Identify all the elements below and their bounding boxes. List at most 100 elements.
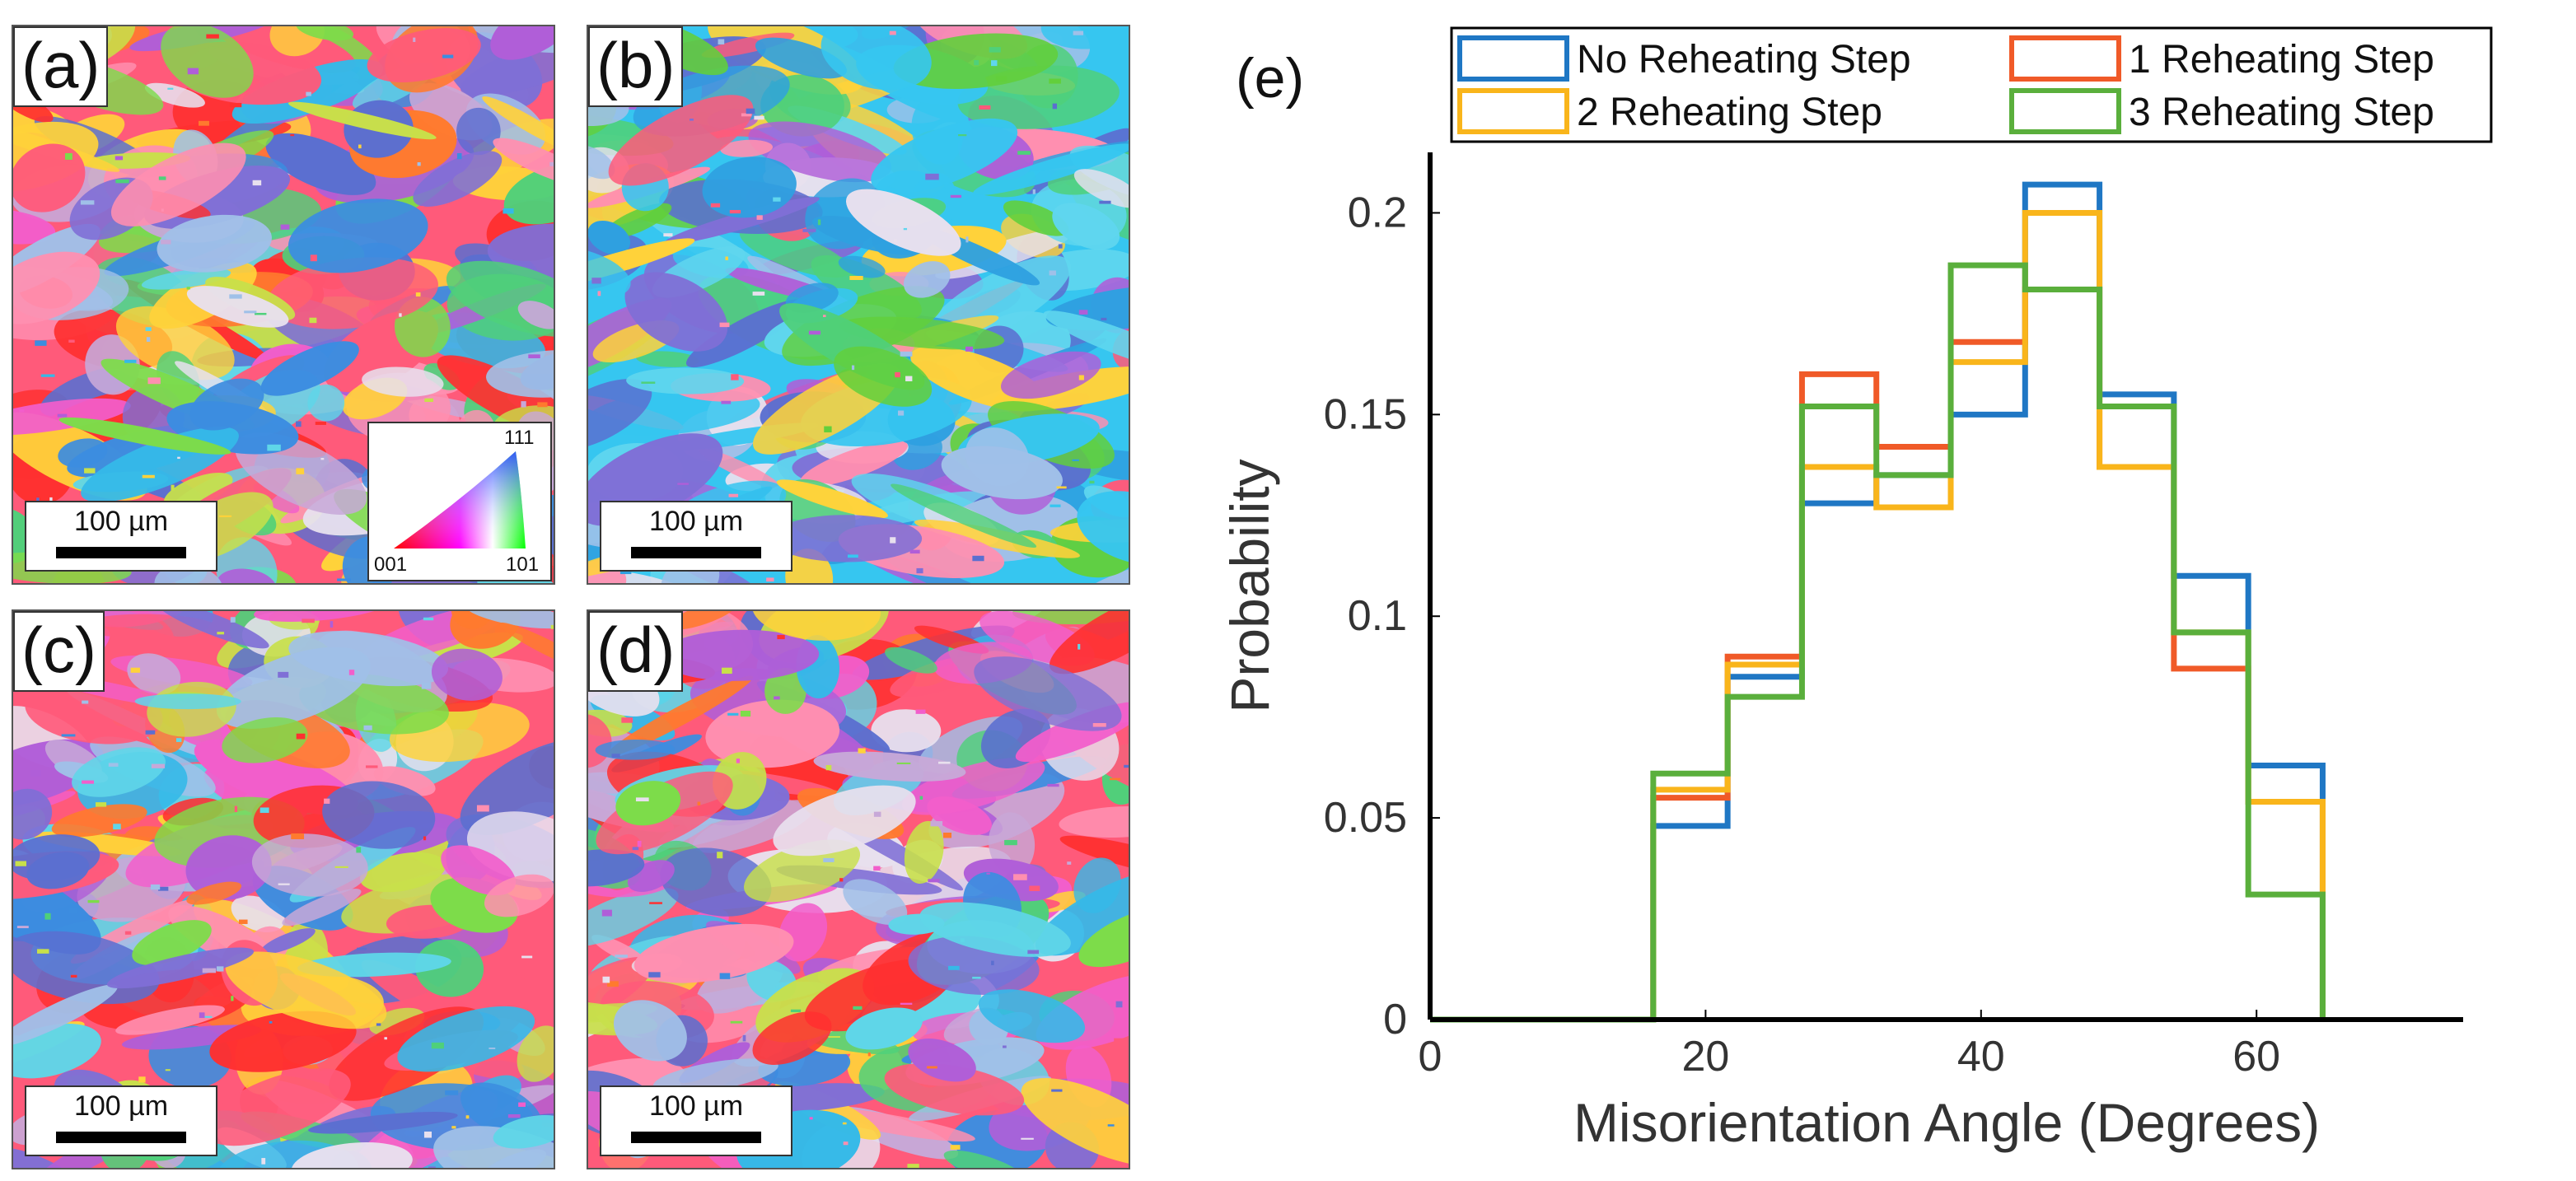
- grain-speck: [741, 113, 752, 117]
- grain: [903, 261, 951, 298]
- grain: [482, 96, 554, 153]
- grain-speck: [742, 1034, 746, 1042]
- grain-speck: [719, 973, 731, 979]
- grain-speck: [549, 161, 554, 166]
- grain-speck: [281, 562, 287, 569]
- grain-speck: [1110, 777, 1121, 781]
- grain-speck: [1013, 874, 1027, 880]
- grain-speck: [348, 670, 355, 675]
- grain-speck: [842, 1122, 847, 1125]
- grain-speck: [521, 955, 533, 959]
- grain: [624, 272, 728, 352]
- grain-speck: [84, 468, 96, 474]
- grain-speck: [296, 733, 306, 740]
- grain-speck: [68, 908, 78, 913]
- histogram-chart: (e) 0 0.05 0.1 0.15 0.2 0 20 40 60 Misorientation …: [1219, 26, 2493, 1153]
- histogram-series-2: [1430, 287, 2326, 1023]
- grain-speck: [927, 1066, 937, 1069]
- grain-speck: [597, 291, 601, 296]
- legend-label-1: No Reheating Step: [1577, 38, 1911, 82]
- grain: [154, 564, 223, 583]
- grain-speck: [986, 872, 990, 875]
- scale-bar: 100 µm: [25, 1085, 217, 1156]
- grain-speck: [528, 354, 540, 359]
- grain: [503, 163, 554, 225]
- grain-speck: [518, 1102, 526, 1107]
- grain: [702, 156, 797, 218]
- scale-bar-label: 100 µm: [648, 506, 744, 537]
- grain-speck: [423, 617, 434, 621]
- grain-speck: [19, 408, 25, 413]
- grain: [260, 928, 316, 955]
- grain-speck: [1027, 950, 1040, 955]
- grain-speck: [1052, 103, 1058, 110]
- grain-speck: [697, 801, 701, 806]
- grain: [748, 121, 892, 183]
- grain-speck: [30, 770, 41, 777]
- grain-speck: [290, 133, 295, 137]
- grain: [456, 107, 501, 156]
- grain: [669, 611, 738, 630]
- grain-speck: [57, 413, 68, 418]
- grain-speck: [823, 857, 835, 862]
- grain-speck: [718, 39, 725, 44]
- grain-speck: [809, 1117, 813, 1120]
- grain-speck: [171, 484, 175, 491]
- grain: [1003, 200, 1069, 236]
- grain-speck: [16, 926, 29, 929]
- grain-speck: [907, 1164, 919, 1168]
- grain-speck: [70, 974, 77, 978]
- grain: [685, 299, 806, 368]
- grain: [799, 441, 908, 488]
- grain: [291, 1141, 413, 1168]
- grain: [633, 923, 794, 983]
- grain-speck: [689, 119, 694, 121]
- grain: [288, 631, 449, 687]
- grain-speck: [991, 960, 994, 965]
- grain: [490, 26, 554, 60]
- grain: [493, 138, 554, 188]
- grain: [588, 144, 615, 180]
- grain-speck: [15, 861, 27, 866]
- grain: [484, 874, 554, 917]
- grain: [652, 1058, 778, 1094]
- grain: [908, 1039, 976, 1082]
- grain-speck: [521, 401, 526, 408]
- ipf-label-111: 111: [504, 427, 535, 449]
- grain: [751, 611, 881, 641]
- grain-speck: [621, 717, 633, 723]
- grain-speck: [216, 966, 224, 972]
- grain-speck: [909, 549, 920, 554]
- grain-speck: [234, 805, 238, 813]
- grain-speck: [424, 398, 433, 403]
- grain-speck: [905, 376, 913, 381]
- grain-speck: [752, 292, 765, 296]
- grain: [613, 1000, 687, 1062]
- grain: [296, 26, 354, 41]
- grain-speck: [451, 1126, 456, 1129]
- scale-bar-line: [56, 547, 186, 558]
- grain-speck: [550, 624, 554, 629]
- grain-speck: [310, 254, 317, 262]
- grain-speck: [919, 796, 923, 800]
- grain-speck: [476, 805, 489, 812]
- grain-speck: [890, 537, 896, 544]
- grain-speck: [950, 1145, 961, 1150]
- legend-label-2: 1 Reheating Step: [2129, 38, 2434, 82]
- grain-speck: [13, 1035, 19, 1040]
- ebsd-grain-image: [588, 611, 1129, 1168]
- grain-speck: [357, 947, 367, 950]
- grain-speck: [296, 421, 302, 427]
- grain-speck: [428, 1166, 436, 1168]
- grain-speck: [384, 1037, 387, 1040]
- grain-speck: [965, 346, 973, 352]
- grain-speck: [591, 278, 601, 284]
- grain-speck: [252, 180, 262, 186]
- grain: [1077, 491, 1129, 565]
- grain: [216, 568, 277, 583]
- ebsd-map-b: (b) 100 µm: [587, 25, 1130, 585]
- grain: [974, 656, 1122, 731]
- grain: [843, 879, 908, 925]
- grain: [493, 1115, 554, 1149]
- grain-speck: [619, 571, 632, 575]
